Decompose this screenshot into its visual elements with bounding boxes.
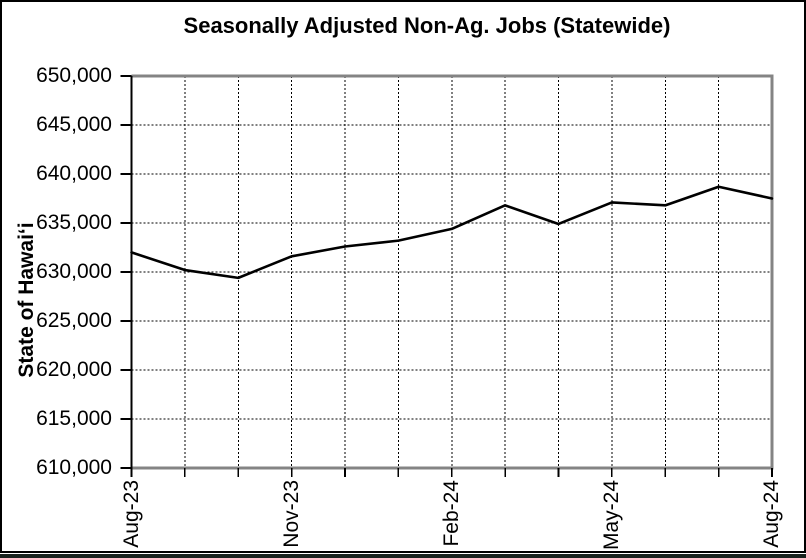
x-tick-label: May-24 [599,480,623,551]
y-tick-label: 615,000 [36,407,112,430]
y-tick-label: 620,000 [36,358,112,381]
x-tick-label: Aug-23 [119,480,143,548]
x-tick-label: Feb-24 [439,480,463,547]
x-tick-label: Aug-24 [760,480,783,548]
y-tick-label: 610,000 [36,456,112,479]
chart-title: Seasonally Adjusted Non-Ag. Jobs (Statew… [183,13,671,38]
y-tick-label: 650,000 [36,64,112,87]
jobs-series-line [130,185,774,280]
y-tick-label: 645,000 [36,113,112,136]
x-tick-label: Nov-23 [279,480,303,548]
y-tick-label: 635,000 [36,211,112,234]
y-tick-label: 630,000 [36,260,112,283]
y-tick-label: 625,000 [36,309,112,332]
bottom-edge-strip [0,554,806,558]
y-tick-label: 640,000 [36,162,112,185]
